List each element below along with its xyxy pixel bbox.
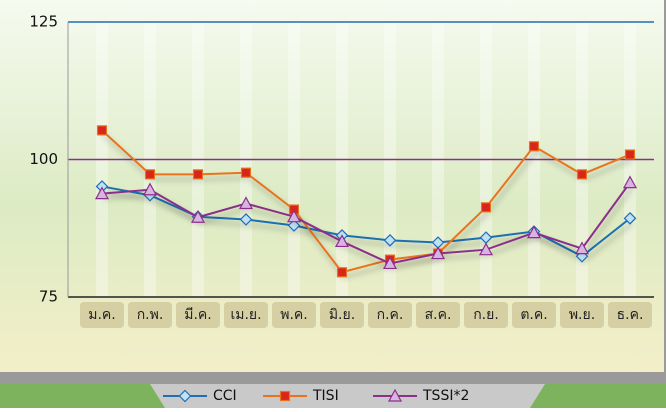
marker — [190, 209, 206, 223]
marker — [144, 169, 156, 180]
series-line — [101, 129, 631, 274]
marker — [478, 242, 494, 256]
legend-label: CCI — [213, 388, 237, 404]
marker — [286, 209, 302, 223]
x-tick-label: พ.ย. — [569, 307, 595, 323]
y-tick-label: 75 — [39, 288, 58, 306]
legend-label: TSSI*2 — [422, 388, 469, 404]
marker — [480, 202, 492, 213]
marker — [94, 186, 110, 200]
legend-label: TISI — [312, 388, 339, 404]
legend-marker — [178, 389, 192, 403]
marker — [576, 169, 588, 180]
x-tick-label: ส.ค. — [425, 307, 452, 323]
x-tick-label: ม.ค. — [88, 307, 116, 323]
x-tick-label: มิ.ย. — [329, 307, 355, 323]
marker — [240, 167, 252, 178]
marker — [430, 246, 446, 260]
marker — [574, 241, 590, 255]
x-tick-label: ธ.ค. — [617, 307, 644, 323]
x-tick-label: ก.ค. — [377, 307, 404, 323]
category-tab — [608, 302, 652, 328]
y-tick-label: 125 — [29, 13, 58, 31]
category-tab — [368, 302, 412, 328]
x-tick-label: ก.พ. — [137, 307, 164, 323]
x-tick-label: เม.ย. — [230, 307, 261, 323]
marker — [287, 219, 301, 232]
marker — [334, 234, 350, 248]
legend-box — [150, 384, 545, 408]
marker — [142, 182, 158, 196]
y-tick-label: 100 — [29, 150, 58, 168]
x-tick-label: มี.ค. — [184, 307, 212, 323]
category-tab — [464, 302, 508, 328]
marker — [336, 267, 348, 278]
category-tab — [272, 302, 316, 328]
marker — [526, 225, 542, 239]
x-tick-label: พ.ค. — [280, 307, 308, 323]
marker — [383, 234, 397, 247]
category-tab — [320, 302, 364, 328]
marker — [624, 149, 636, 160]
legend-marker — [279, 390, 291, 402]
legend-marker — [387, 388, 403, 402]
marker — [622, 175, 638, 189]
marker — [528, 141, 540, 152]
marker — [239, 213, 253, 226]
marker — [238, 196, 254, 210]
series-line — [101, 182, 631, 265]
marker — [623, 212, 637, 225]
marker — [96, 125, 108, 136]
marker — [192, 169, 204, 180]
category-tab — [176, 302, 220, 328]
category-tab — [80, 302, 124, 328]
category-tab — [416, 302, 460, 328]
x-tick-label: ก.ย. — [473, 307, 499, 323]
marker — [382, 256, 398, 270]
category-tab — [512, 302, 556, 328]
category-tab — [560, 302, 604, 328]
category-tab — [224, 302, 268, 328]
x-tick-label: ต.ค. — [520, 307, 547, 323]
category-tab — [128, 302, 172, 328]
